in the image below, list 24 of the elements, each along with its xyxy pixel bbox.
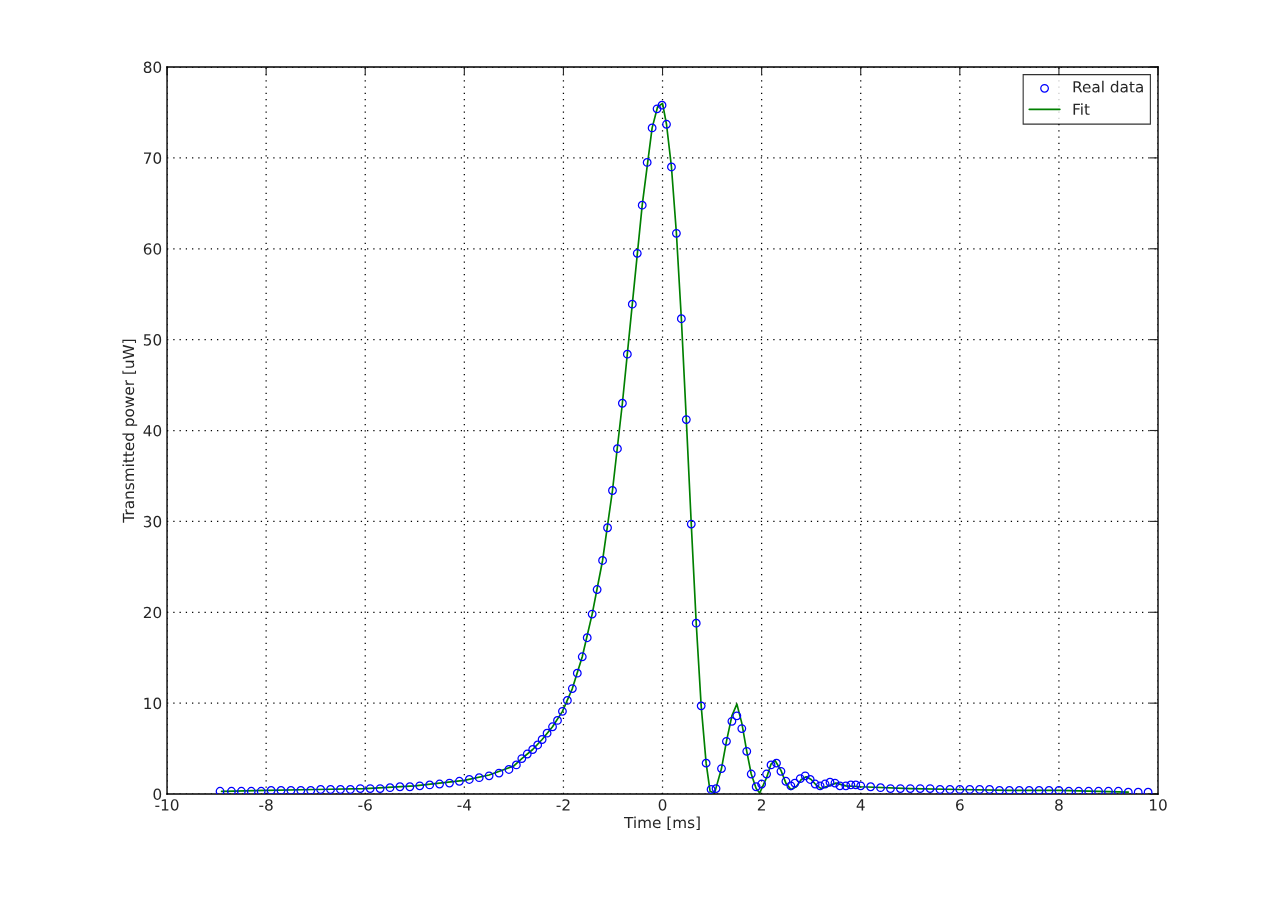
x-tick-label: 4 (856, 799, 865, 811)
y-tick-label: 40 (143, 424, 162, 437)
x-tick-label: -2 (556, 799, 570, 811)
y-tick-label: 50 (143, 334, 162, 346)
x-tick-label: -6 (358, 799, 372, 811)
x-tick-label: 2 (757, 799, 765, 811)
x-axis-title: Time [ms] (623, 816, 700, 831)
y-tick-label: 70 (143, 152, 162, 164)
x-tick-label: 6 (956, 799, 964, 811)
legend-label: Real data (1073, 80, 1143, 93)
x-tick-label: -8 (259, 799, 273, 811)
y-tick-label: 60 (143, 243, 162, 255)
y-tick-label: 0 (153, 788, 162, 801)
y-tick-label: 80 (143, 61, 162, 74)
y-tick-label: 30 (143, 515, 162, 528)
x-tick-label: -10 (155, 799, 179, 811)
y-axis-title: Transmitted power [uW] (122, 339, 138, 523)
x-tick-label: 8 (1055, 799, 1063, 811)
x-tick-label: -4 (457, 799, 472, 811)
x-tick-label: 0 (658, 799, 667, 811)
x-tick-label: 10 (1149, 799, 1167, 811)
legend-label: Fit (1073, 103, 1090, 115)
y-tick-label: 20 (143, 606, 162, 619)
y-tick-label: 10 (144, 697, 162, 710)
